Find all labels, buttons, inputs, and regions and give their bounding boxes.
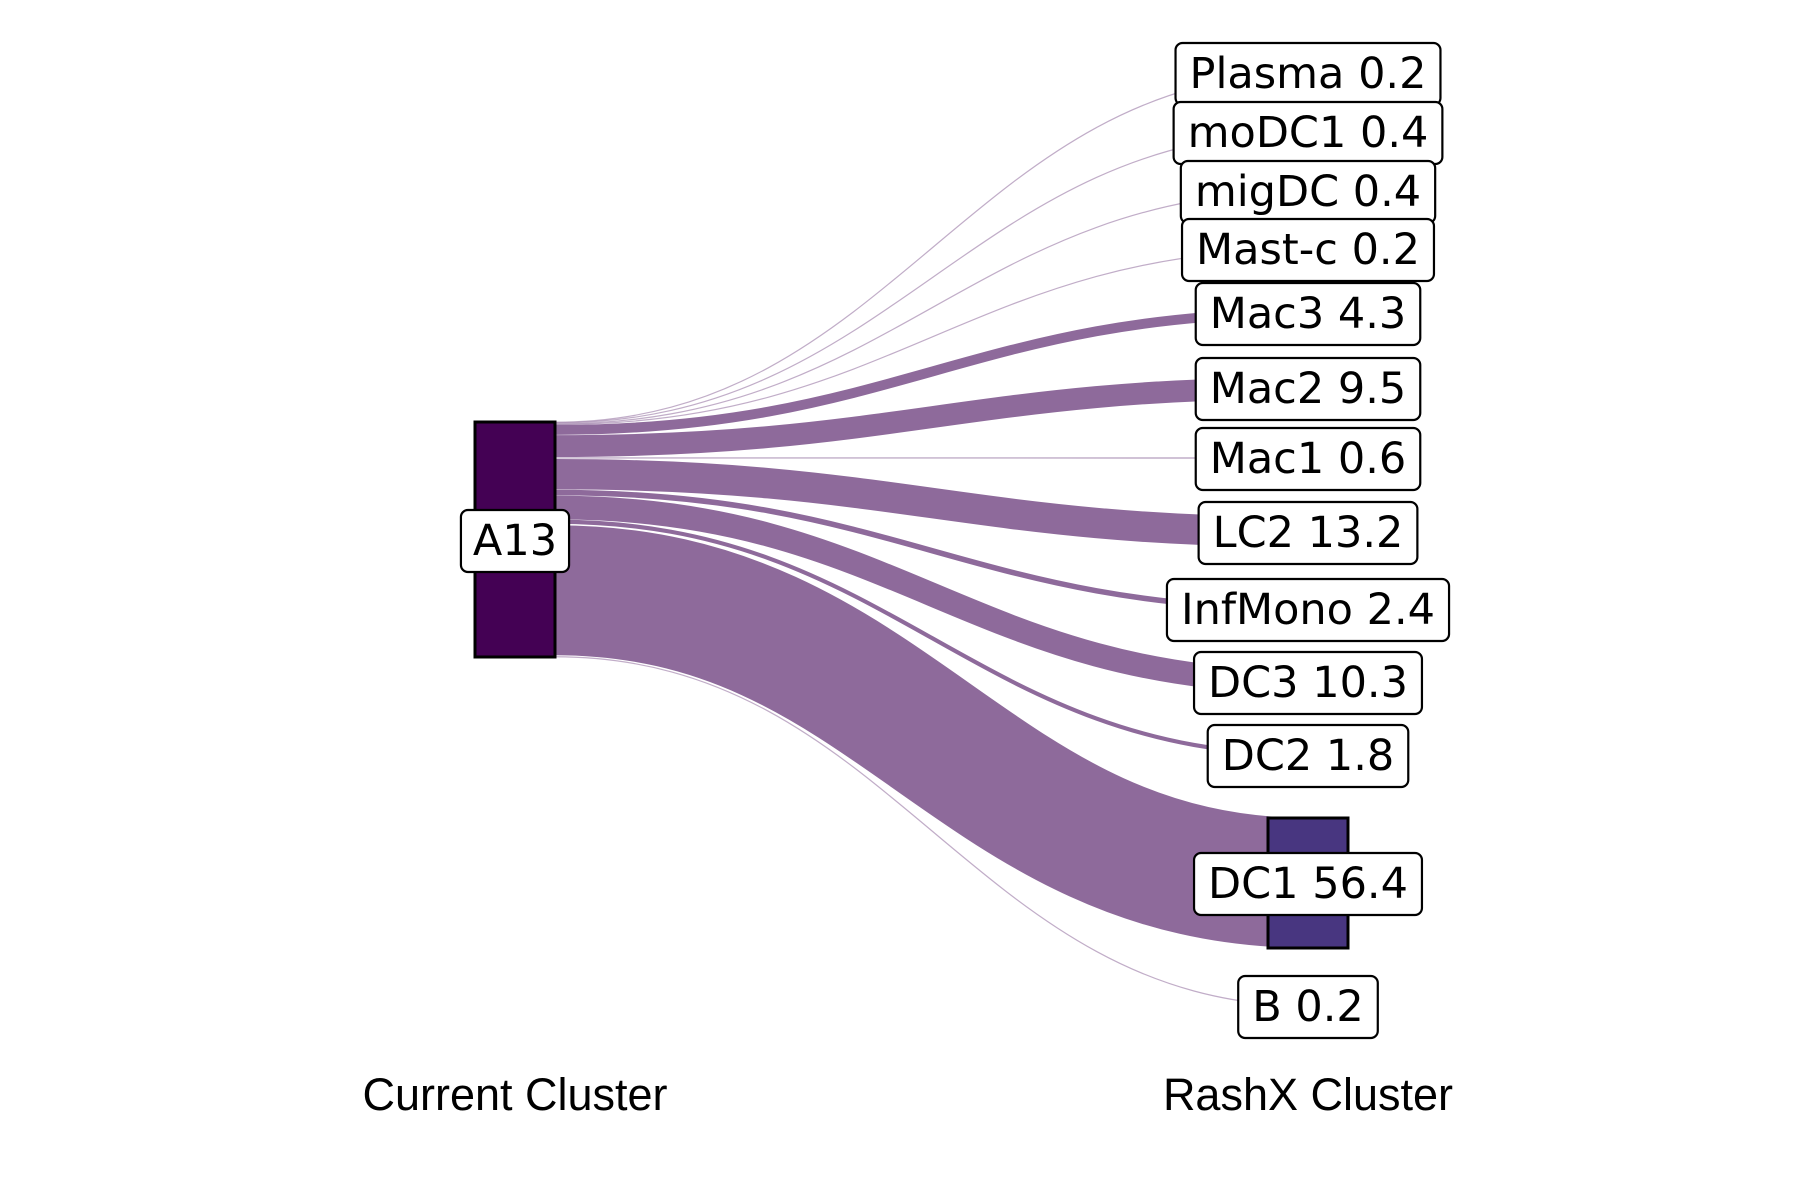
target-label-infmono: InfMono 2.4 [1181, 585, 1435, 635]
targets-layer: Plasma 0.2 moDC1 0.4 migDC 0.4 Mast-c 0.2 Ma… [1167, 43, 1449, 1038]
target-label-group-mac2: Mac2 9.5 [1196, 358, 1421, 420]
target-label-modc1: moDC1 0.4 [1188, 108, 1429, 158]
target-label-plasma: Plasma 0.2 [1190, 49, 1427, 99]
target-label-group-dc2: DC2 1.8 [1208, 725, 1409, 787]
target-label-dc1: DC1 56.4 [1208, 859, 1408, 909]
target-label-group-lc2: LC2 13.2 [1199, 502, 1418, 564]
target-label-group-mac1: Mac1 0.6 [1196, 428, 1421, 490]
target-label-group-b: B 0.2 [1238, 976, 1378, 1038]
target-label-mac1: Mac1 0.6 [1210, 434, 1407, 484]
target-label-dc3: DC3 10.3 [1208, 658, 1408, 708]
target-label-group-migdc: migDC 0.4 [1181, 161, 1435, 223]
target-label-dc2: DC2 1.8 [1222, 731, 1395, 781]
target-label-group-mast-c: Mast-c 0.2 [1182, 219, 1434, 281]
target-label-b: B 0.2 [1252, 982, 1364, 1032]
target-label-group-mac3: Mac3 4.3 [1196, 283, 1421, 345]
target-label-lc2: LC2 13.2 [1213, 508, 1404, 558]
target-label-group-infmono: InfMono 2.4 [1167, 579, 1449, 641]
left-axis-title: Current Cluster [362, 1069, 667, 1120]
target-label-group-plasma: Plasma 0.2 [1176, 43, 1441, 105]
target-label-mast-c: Mast-c 0.2 [1196, 225, 1420, 275]
target-label-group-dc1: DC1 56.4 [1194, 853, 1422, 915]
target-label-group-dc3: DC3 10.3 [1194, 652, 1422, 714]
target-label-mac3: Mac3 4.3 [1210, 289, 1407, 339]
target-label-migdc: migDC 0.4 [1195, 167, 1421, 217]
right-axis-title: RashX Cluster [1163, 1069, 1453, 1120]
source-label: A13 [473, 516, 557, 566]
source-layer: A13 [461, 422, 569, 657]
target-label-group-modc1: moDC1 0.4 [1174, 102, 1443, 164]
target-label-mac2: Mac2 9.5 [1210, 364, 1407, 414]
axis-titles: Current Cluster RashX Cluster [362, 1069, 1453, 1120]
